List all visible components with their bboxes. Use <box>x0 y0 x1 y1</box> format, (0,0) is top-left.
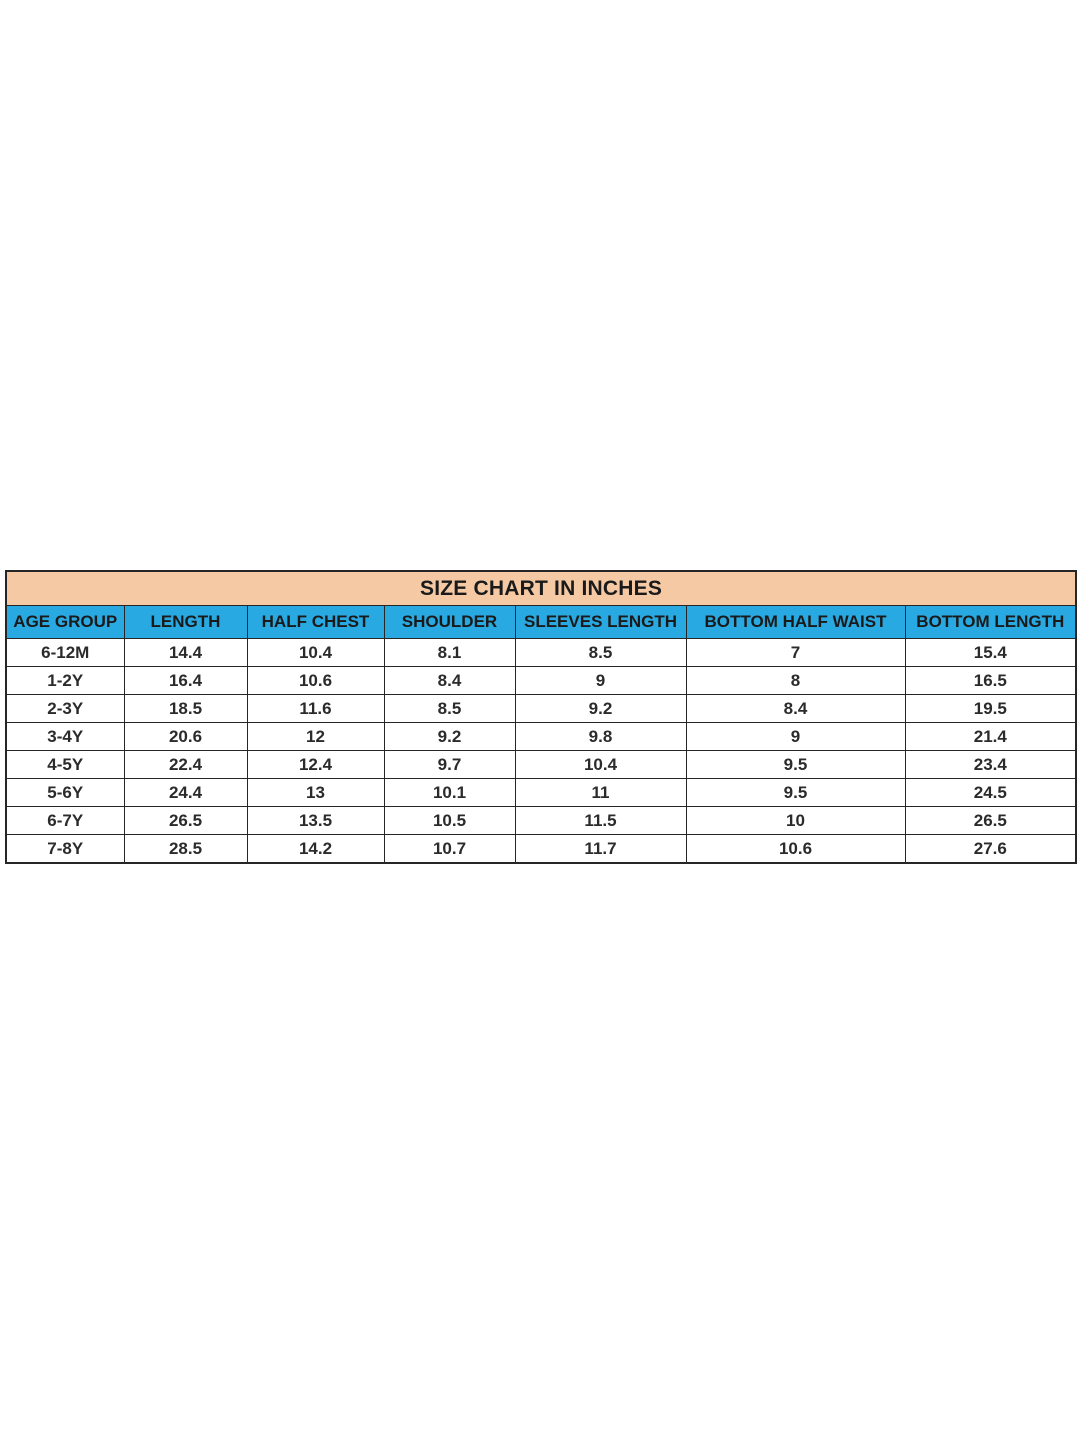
age-group-cell: 7-8Y <box>5 834 125 864</box>
column-header: AGE GROUP <box>5 605 125 639</box>
measurement-cell: 10.4 <box>514 750 687 779</box>
measurement-cell: 21.4 <box>904 722 1077 751</box>
measurement-cell: 26.5 <box>904 806 1077 835</box>
measurement-cell: 10.7 <box>383 834 516 864</box>
measurement-cell: 8.4 <box>383 666 516 695</box>
measurement-cell: 8.5 <box>514 638 687 667</box>
measurement-cell: 10.6 <box>246 666 385 695</box>
measurement-cell: 13.5 <box>246 806 385 835</box>
column-header: BOTTOM LENGTH <box>904 605 1077 639</box>
measurement-cell: 26.5 <box>123 806 248 835</box>
table-title: SIZE CHART IN INCHES <box>5 570 1077 606</box>
measurement-cell: 27.6 <box>904 834 1077 864</box>
measurement-cell: 9.5 <box>685 778 906 807</box>
table-row: 4-5Y 22.4 12.4 9.7 10.4 9.5 23.4 <box>5 750 1077 779</box>
measurement-cell: 19.5 <box>904 694 1077 723</box>
age-group-cell: 2-3Y <box>5 694 125 723</box>
measurement-cell: 10.6 <box>685 834 906 864</box>
table-body: 6-12M 14.4 10.4 8.1 8.5 7 15.4 1-2Y 16.4 10.6 8.4 9… <box>5 638 1077 864</box>
measurement-cell: 9.7 <box>383 750 516 779</box>
measurement-cell: 9 <box>685 722 906 751</box>
table-row: 1-2Y 16.4 10.6 8.4 9 8 16.5 <box>5 666 1077 695</box>
measurement-cell: 14.2 <box>246 834 385 864</box>
measurement-cell: 7 <box>685 638 906 667</box>
table-row: 3-4Y 20.6 12 9.2 9.8 9 21.4 <box>5 722 1077 751</box>
measurement-cell: 28.5 <box>123 834 248 864</box>
age-group-cell: 1-2Y <box>5 666 125 695</box>
measurement-cell: 16.5 <box>904 666 1077 695</box>
age-group-cell: 5-6Y <box>5 778 125 807</box>
table-row: 5-6Y 24.4 13 10.1 11 9.5 24.5 <box>5 778 1077 807</box>
age-group-cell: 6-12M <box>5 638 125 667</box>
measurement-cell: 10 <box>685 806 906 835</box>
measurement-cell: 20.6 <box>123 722 248 751</box>
measurement-cell: 11.5 <box>514 806 687 835</box>
measurement-cell: 10.5 <box>383 806 516 835</box>
table-row: 2-3Y 18.5 11.6 8.5 9.2 8.4 19.5 <box>5 694 1077 723</box>
column-header: SLEEVES LENGTH <box>514 605 687 639</box>
age-group-cell: 6-7Y <box>5 806 125 835</box>
measurement-cell: 9 <box>514 666 687 695</box>
table-row: 6-7Y 26.5 13.5 10.5 11.5 10 26.5 <box>5 806 1077 835</box>
measurement-cell: 10.4 <box>246 638 385 667</box>
measurement-cell: 13 <box>246 778 385 807</box>
measurement-cell: 11 <box>514 778 687 807</box>
measurement-cell: 9.2 <box>514 694 687 723</box>
measurement-cell: 9.8 <box>514 722 687 751</box>
measurement-cell: 23.4 <box>904 750 1077 779</box>
column-header: SHOULDER <box>383 605 516 639</box>
measurement-cell: 14.4 <box>123 638 248 667</box>
measurement-cell: 18.5 <box>123 694 248 723</box>
table-row: 6-12M 14.4 10.4 8.1 8.5 7 15.4 <box>5 638 1077 667</box>
measurement-cell: 11.7 <box>514 834 687 864</box>
measurement-cell: 8 <box>685 666 906 695</box>
measurement-cell: 24.5 <box>904 778 1077 807</box>
size-chart-table: SIZE CHART IN INCHES AGE GROUP LENGTH HALF… <box>5 570 1078 864</box>
column-header: BOTTOM HALF WAIST <box>685 605 906 639</box>
age-group-cell: 4-5Y <box>5 750 125 779</box>
measurement-cell: 8.5 <box>383 694 516 723</box>
column-header: LENGTH <box>123 605 248 639</box>
measurement-cell: 8.1 <box>383 638 516 667</box>
measurement-cell: 10.1 <box>383 778 516 807</box>
table-title-row: SIZE CHART IN INCHES <box>5 570 1077 606</box>
age-group-cell: 3-4Y <box>5 722 125 751</box>
measurement-cell: 8.4 <box>685 694 906 723</box>
measurement-cell: 22.4 <box>123 750 248 779</box>
table-header-row: AGE GROUP LENGTH HALF CHEST SHOULDER SLEEVES… <box>5 605 1077 639</box>
measurement-cell: 11.6 <box>246 694 385 723</box>
measurement-cell: 9.2 <box>383 722 516 751</box>
measurement-cell: 16.4 <box>123 666 248 695</box>
measurement-cell: 9.5 <box>685 750 906 779</box>
measurement-cell: 24.4 <box>123 778 248 807</box>
column-header: HALF CHEST <box>246 605 385 639</box>
measurement-cell: 12.4 <box>246 750 385 779</box>
measurement-cell: 15.4 <box>904 638 1077 667</box>
measurement-cell: 12 <box>246 722 385 751</box>
table-row: 7-8Y 28.5 14.2 10.7 11.7 10.6 27.6 <box>5 834 1077 864</box>
